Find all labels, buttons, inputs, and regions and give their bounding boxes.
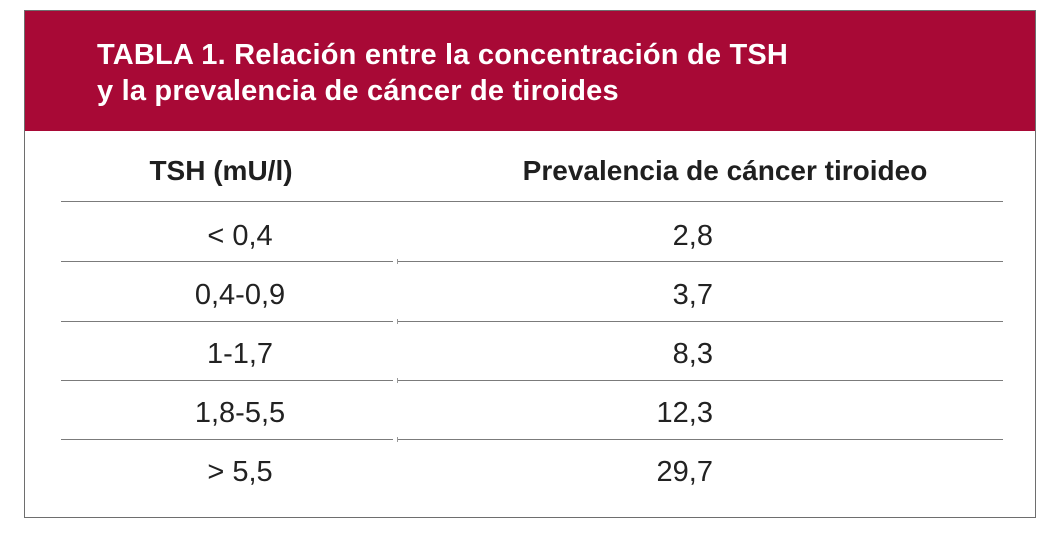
table-card: TABLA 1. Relación entre la concentración…	[24, 10, 1036, 518]
divider-tick	[397, 319, 398, 324]
row-divider-left	[61, 380, 393, 381]
prevalence-cell-row-1: 2,8	[672, 220, 713, 252]
row-divider-left	[61, 261, 393, 262]
row-divider-left	[61, 439, 393, 440]
row-divider-right	[398, 439, 1003, 440]
prevalence-cell-row-2: 3,7	[672, 279, 713, 311]
row-divider-right	[398, 321, 1003, 322]
prevalence-cell-row-5: 29,7	[656, 456, 713, 488]
prevalence-cell-row-4: 12,3	[656, 397, 713, 429]
tsh-cell-row-4: 1,8-5,5	[194, 397, 286, 429]
table-title: TABLA 1. Relación entre la concentración…	[97, 37, 957, 109]
title-line-2: y la prevalencia de cáncer de tiroides	[97, 75, 619, 107]
row-divider-left	[61, 321, 393, 322]
row-divider-right	[398, 261, 1003, 262]
prevalence-cell-row-3: 8,3	[672, 338, 713, 370]
title-line-1: TABLA 1. Relación entre la concentración…	[97, 39, 789, 71]
column-header-tsh: TSH (mU/l)	[149, 155, 293, 186]
column-header-prevalence: Prevalencia de cáncer tiroideo	[522, 155, 928, 186]
tsh-cell-row-1: < 0,4	[207, 220, 273, 252]
divider-tick	[397, 378, 398, 383]
row-divider-right	[398, 380, 1003, 381]
tsh-cell-row-2: 0,4-0,9	[194, 279, 286, 311]
title-band: TABLA 1. Relación entre la concentración…	[25, 11, 1035, 131]
divider-tick	[397, 437, 398, 442]
divider-tick	[397, 259, 398, 264]
tsh-cell-row-5: > 5,5	[207, 456, 273, 488]
tsh-cell-row-3: 1-1,7	[206, 338, 274, 370]
header-rule	[61, 201, 1003, 202]
